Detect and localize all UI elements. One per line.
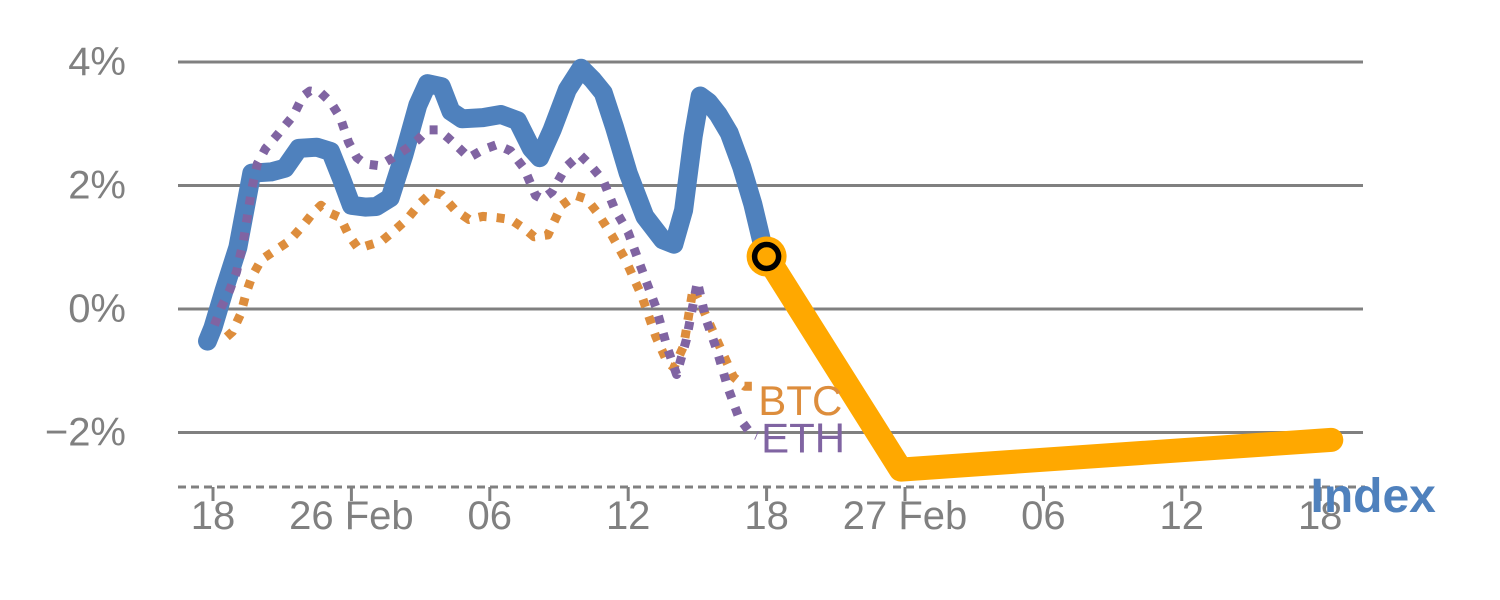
x-tick-label-5: 27 Feb <box>843 494 968 538</box>
x-tick-label-0: 18 <box>191 494 236 538</box>
y-tick-label-2: 2% <box>68 164 126 208</box>
x-tick-label-2: 06 <box>468 494 513 538</box>
y-tick-label--2: −2% <box>45 411 126 455</box>
x-tick-label-6: 06 <box>1021 494 1066 538</box>
x-tick-label-3: 12 <box>606 494 651 538</box>
y-tick-label-4: 4% <box>68 40 126 84</box>
y-tick-label-0: 0% <box>68 287 126 331</box>
x-tick-label-8: 18 <box>1298 494 1343 538</box>
btc-label: BTC <box>758 377 842 424</box>
eth-line <box>210 86 759 440</box>
x-tick-label-7: 12 <box>1160 494 1205 538</box>
index-label: Index <box>1311 470 1437 523</box>
x-tick-label-1: 26 Feb <box>289 494 414 538</box>
index_projection-line <box>754 244 1344 482</box>
current-point-marker <box>751 241 782 272</box>
index-line <box>198 58 777 351</box>
x-tick-label-4: 18 <box>744 494 789 538</box>
eth-label: ETH <box>761 414 845 461</box>
btc-line <box>223 187 753 391</box>
